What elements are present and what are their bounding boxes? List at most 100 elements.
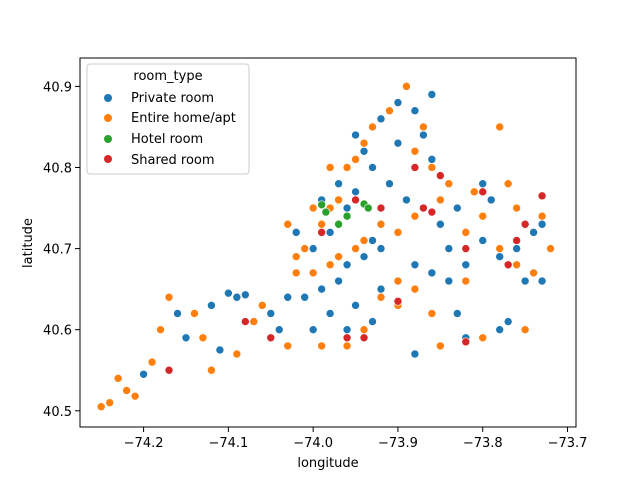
data-point xyxy=(537,219,547,229)
points-layer xyxy=(96,82,555,412)
x-axis-title: longitude xyxy=(297,456,358,471)
data-point xyxy=(359,146,369,156)
data-point xyxy=(410,260,420,270)
data-point xyxy=(96,402,106,412)
data-point xyxy=(486,195,496,205)
data-point xyxy=(478,236,488,245)
data-point xyxy=(291,252,301,261)
data-point xyxy=(232,292,242,302)
y-tick-label: 40.8 xyxy=(43,161,72,176)
data-point xyxy=(351,244,360,253)
series-entire-home-apt xyxy=(96,82,555,412)
data-point xyxy=(122,386,131,395)
data-point xyxy=(334,252,343,261)
data-point xyxy=(427,207,437,217)
x-tick-label: −73.8 xyxy=(463,436,503,451)
data-point xyxy=(520,325,530,334)
data-point xyxy=(368,317,377,326)
legend-label-private-room: Private room xyxy=(131,91,214,106)
data-point xyxy=(478,333,488,343)
x-tick-label: −74.0 xyxy=(293,436,333,451)
data-point xyxy=(291,268,301,278)
data-point xyxy=(181,333,191,343)
legend-label-entire-home: Entire home/apt xyxy=(131,111,236,126)
data-point xyxy=(308,325,318,334)
data-point xyxy=(436,171,445,180)
data-point xyxy=(410,211,420,221)
data-point xyxy=(224,288,233,298)
data-point xyxy=(461,244,471,253)
legend-box xyxy=(86,63,250,175)
data-point xyxy=(334,195,343,205)
legend-label-hotel-room: Hotel room xyxy=(131,132,203,147)
data-point xyxy=(283,292,293,302)
plot-frame xyxy=(79,57,577,428)
data-point xyxy=(266,309,276,318)
y-tick-label: 40.9 xyxy=(43,80,72,95)
data-point xyxy=(308,203,318,213)
data-point xyxy=(410,106,420,116)
data-point xyxy=(207,301,216,310)
data-point xyxy=(376,114,386,124)
legend-marker-private-room xyxy=(104,94,112,102)
data-point xyxy=(342,203,352,213)
data-point xyxy=(317,284,326,294)
data-point xyxy=(207,365,216,375)
y-tick-label: 40.7 xyxy=(43,243,72,258)
data-point xyxy=(393,296,403,306)
data-point xyxy=(410,146,420,156)
data-point xyxy=(376,219,386,229)
data-point xyxy=(469,187,479,197)
data-point xyxy=(359,325,369,334)
data-point xyxy=(512,236,521,245)
data-point xyxy=(317,200,326,210)
data-point xyxy=(325,309,335,318)
data-point xyxy=(461,337,471,347)
data-point xyxy=(478,179,488,189)
legend-label-shared-room: Shared room xyxy=(131,153,215,168)
data-point xyxy=(321,207,331,217)
data-point xyxy=(376,292,386,302)
data-point xyxy=(266,333,276,343)
data-point xyxy=(376,203,386,213)
y-tick-label: 40.5 xyxy=(43,405,72,420)
series-shared-room xyxy=(164,163,547,375)
data-point xyxy=(300,292,309,302)
legend-marker-hotel-room xyxy=(104,135,112,143)
data-point xyxy=(410,163,420,172)
data-point xyxy=(317,341,326,351)
data-point xyxy=(461,228,471,237)
data-point xyxy=(478,211,488,221)
data-point xyxy=(529,228,538,237)
data-point xyxy=(537,191,547,201)
data-point xyxy=(363,203,373,213)
data-point xyxy=(368,236,377,245)
data-point xyxy=(325,228,335,237)
data-point xyxy=(317,228,326,237)
data-point xyxy=(351,130,360,140)
series-hotel-room xyxy=(317,199,373,229)
data-point xyxy=(300,244,309,253)
data-point xyxy=(427,268,437,278)
data-point xyxy=(537,211,547,221)
data-point xyxy=(495,244,504,253)
data-point xyxy=(342,341,352,351)
data-point xyxy=(402,195,411,205)
data-point xyxy=(546,244,555,253)
data-point xyxy=(241,317,250,326)
data-point xyxy=(198,333,208,343)
data-point xyxy=(444,276,454,286)
legend-item-hotel-room: Hotel room xyxy=(104,132,203,147)
data-point xyxy=(351,301,360,310)
x-tick-label: −73.9 xyxy=(378,436,418,451)
data-point xyxy=(436,195,445,205)
data-point xyxy=(385,179,394,189)
x-tick-label: −74.2 xyxy=(124,436,164,451)
data-point xyxy=(503,317,513,326)
data-point xyxy=(376,244,386,253)
data-point xyxy=(291,228,301,237)
data-point xyxy=(308,244,318,253)
data-point xyxy=(529,268,538,278)
data-point xyxy=(257,301,267,310)
data-point xyxy=(359,236,369,245)
